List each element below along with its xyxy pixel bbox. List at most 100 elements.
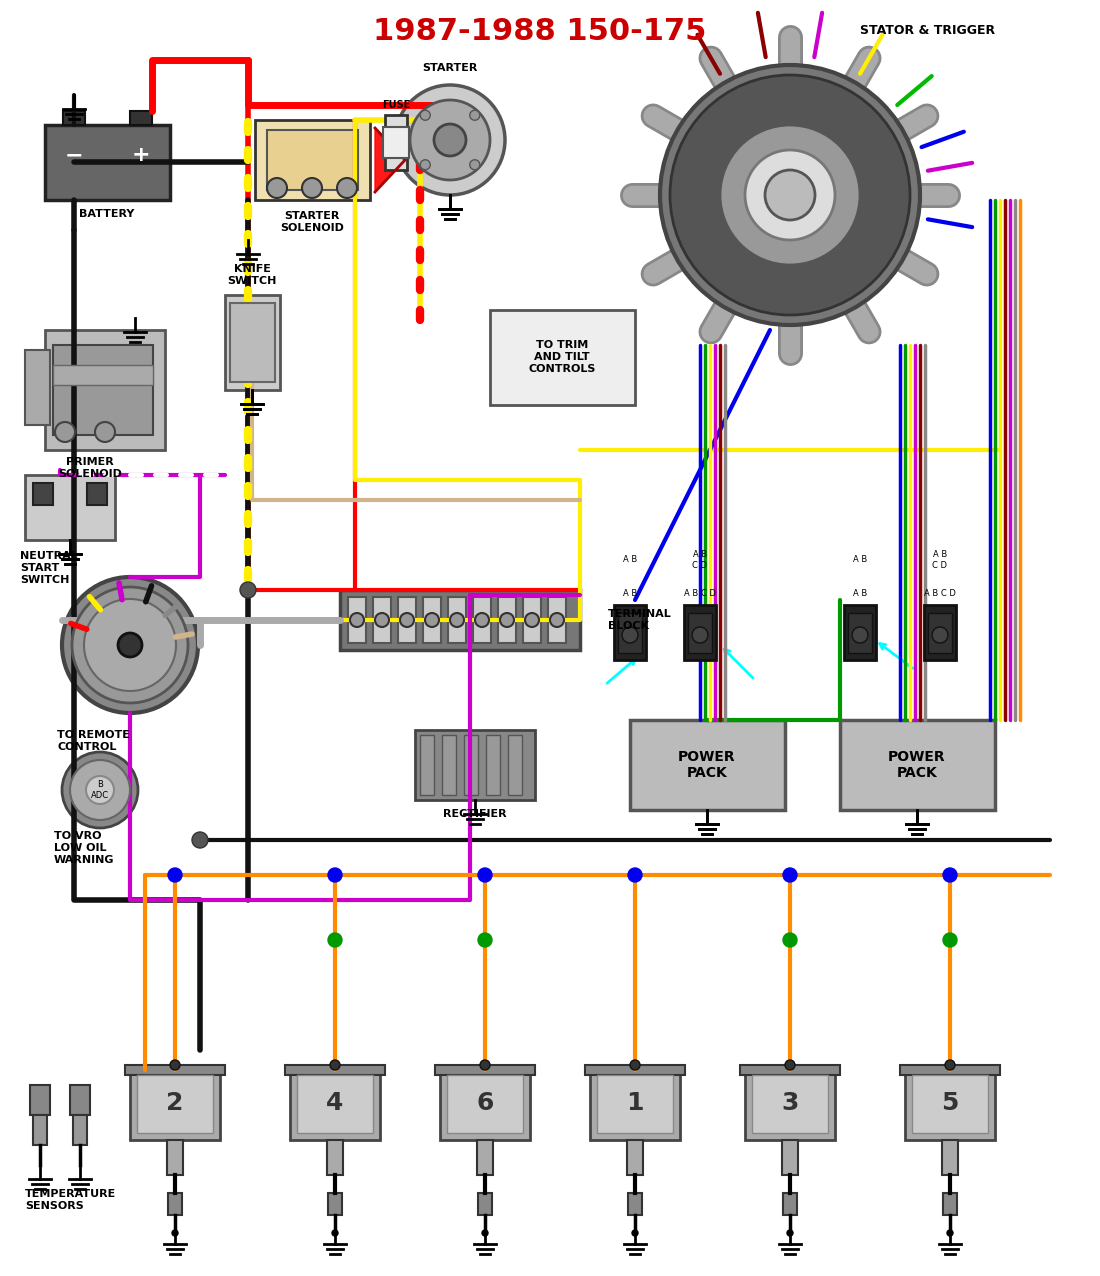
Circle shape: [192, 832, 208, 849]
Circle shape: [670, 75, 910, 315]
Bar: [255, 120, 370, 200]
Circle shape: [118, 633, 142, 657]
Text: POWER
PACK: POWER PACK: [888, 750, 946, 780]
Circle shape: [632, 1230, 638, 1236]
Circle shape: [332, 1230, 338, 1236]
Bar: [434, 1065, 535, 1074]
Text: 4: 4: [327, 1091, 343, 1115]
Circle shape: [62, 752, 138, 828]
Circle shape: [410, 100, 490, 180]
Bar: [597, 1074, 673, 1133]
Bar: [290, 1071, 380, 1139]
Bar: [267, 130, 358, 190]
Text: 6: 6: [476, 1091, 494, 1115]
Text: 1: 1: [626, 1091, 644, 1115]
Text: TEMPERATURE
SENSORS: TEMPERATURE SENSORS: [25, 1189, 117, 1211]
Circle shape: [785, 1060, 795, 1071]
Text: TO REMOTE
CONTROL: TO REMOTE CONTROL: [57, 730, 130, 752]
Bar: [943, 1193, 957, 1215]
Bar: [327, 1139, 343, 1175]
Bar: [25, 350, 50, 425]
Circle shape: [70, 760, 130, 820]
Bar: [87, 484, 107, 505]
Text: KNIFE
SWITCH: KNIFE SWITCH: [228, 264, 277, 286]
Bar: [478, 1193, 492, 1215]
Circle shape: [395, 85, 505, 195]
Text: TO VRO
LOW OIL
WARNING: TO VRO LOW OIL WARNING: [54, 832, 114, 865]
Bar: [905, 1071, 996, 1139]
Text: 1987-1988 150-175: 1987-1988 150-175: [373, 18, 706, 46]
Text: A B
C D: A B C D: [933, 550, 947, 569]
Text: 3: 3: [781, 1091, 799, 1115]
Text: −: −: [65, 145, 84, 165]
Bar: [448, 597, 466, 643]
Text: STARTER: STARTER: [422, 63, 477, 73]
Text: A B C D: A B C D: [924, 588, 956, 597]
Circle shape: [482, 1230, 488, 1236]
Circle shape: [72, 587, 188, 703]
Circle shape: [470, 110, 480, 120]
Bar: [340, 590, 580, 649]
Bar: [420, 735, 434, 795]
Bar: [440, 1071, 530, 1139]
Bar: [618, 612, 642, 653]
Bar: [230, 302, 275, 382]
Text: STATOR & TRIGGER: STATOR & TRIGGER: [860, 23, 996, 37]
Bar: [477, 1139, 493, 1175]
Bar: [33, 484, 53, 505]
Bar: [490, 310, 635, 404]
Bar: [442, 735, 456, 795]
Circle shape: [170, 1060, 180, 1071]
Bar: [167, 1139, 183, 1175]
Circle shape: [475, 612, 490, 627]
Bar: [522, 597, 541, 643]
Bar: [424, 597, 441, 643]
Bar: [585, 1065, 685, 1074]
Circle shape: [500, 612, 514, 627]
Bar: [53, 365, 153, 385]
Circle shape: [302, 177, 322, 198]
Text: B
ADC: B ADC: [91, 781, 109, 800]
Circle shape: [550, 612, 564, 627]
Circle shape: [947, 1230, 953, 1236]
Circle shape: [350, 612, 364, 627]
Bar: [25, 475, 115, 540]
Bar: [383, 128, 409, 158]
Circle shape: [86, 776, 114, 804]
Bar: [745, 1071, 835, 1139]
Circle shape: [450, 612, 464, 627]
Circle shape: [786, 1230, 793, 1236]
Bar: [226, 295, 280, 390]
Bar: [912, 1074, 988, 1133]
Bar: [498, 597, 516, 643]
Bar: [447, 1074, 522, 1133]
Bar: [848, 612, 872, 653]
Bar: [63, 111, 85, 125]
Circle shape: [330, 1060, 340, 1071]
Circle shape: [480, 1060, 490, 1071]
Bar: [782, 1139, 797, 1175]
Text: A B
C D: A B C D: [693, 550, 707, 569]
Bar: [688, 612, 712, 653]
Circle shape: [62, 577, 198, 713]
Circle shape: [375, 612, 389, 627]
Text: A B C D: A B C D: [684, 588, 716, 597]
Bar: [628, 1193, 642, 1215]
Text: +: +: [132, 145, 151, 165]
Circle shape: [720, 125, 860, 265]
Bar: [45, 330, 165, 450]
Circle shape: [95, 422, 116, 441]
Bar: [348, 597, 366, 643]
Bar: [486, 735, 500, 795]
Circle shape: [400, 612, 414, 627]
Text: NEUTRAL
START
SWITCH: NEUTRAL START SWITCH: [20, 551, 78, 584]
Text: RECTIFIER: RECTIFIER: [443, 809, 507, 819]
Circle shape: [425, 612, 439, 627]
Bar: [924, 605, 956, 660]
Text: A B: A B: [623, 555, 637, 564]
Bar: [328, 1193, 342, 1215]
Bar: [928, 612, 952, 653]
Bar: [285, 1065, 385, 1074]
Bar: [415, 730, 535, 800]
Circle shape: [628, 868, 642, 882]
